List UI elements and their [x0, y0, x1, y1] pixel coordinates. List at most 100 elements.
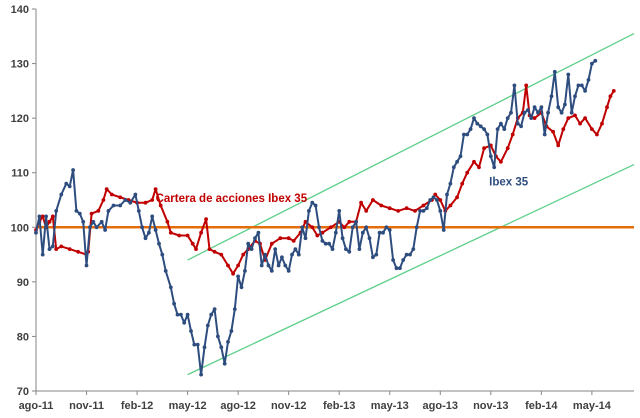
data-point [460, 181, 465, 186]
y-tick-label: 130 [11, 59, 29, 71]
data-point [140, 225, 145, 230]
data-point [286, 269, 291, 273]
data-point [340, 236, 345, 241]
data-point [371, 255, 375, 260]
data-point [563, 102, 567, 107]
x-tick-label: feb-13 [323, 400, 355, 412]
data-point [74, 209, 79, 213]
data-point [77, 211, 82, 216]
data-point [194, 247, 198, 252]
data-point [552, 69, 557, 74]
data-point [478, 124, 483, 129]
data-point [283, 263, 288, 268]
annotation-labels: Cartera de acciones Ibex 35 Ibex 35 [156, 176, 529, 205]
data-point [458, 154, 463, 159]
data-point [561, 127, 566, 131]
x-tick-label: nov-11 [69, 400, 104, 412]
data-point [578, 121, 582, 126]
data-point [462, 132, 466, 137]
data-point [71, 168, 75, 172]
data-point [236, 274, 241, 279]
data-point [428, 198, 433, 202]
data-point [204, 217, 209, 222]
data-point [241, 252, 246, 257]
data-point [168, 285, 173, 290]
data-point [50, 214, 55, 219]
data-point [605, 105, 609, 110]
data-point [559, 110, 564, 115]
data-point [396, 209, 401, 213]
data-point [342, 225, 347, 230]
data-point [556, 105, 561, 110]
data-point [128, 200, 133, 205]
data-point [106, 209, 111, 213]
data-point [431, 195, 436, 200]
data-point [229, 329, 234, 333]
y-tick-label: 80 [17, 331, 29, 343]
data-point [590, 61, 594, 66]
data-point [307, 209, 311, 213]
y-tick-label: 140 [11, 4, 29, 16]
data-point [330, 247, 335, 252]
x-tick-label: nov-12 [271, 400, 306, 412]
data-point [515, 121, 520, 126]
data-point [438, 198, 443, 202]
data-point [205, 323, 210, 328]
data-point [47, 219, 52, 224]
data-point [189, 329, 193, 333]
data-point [202, 345, 207, 350]
data-point [219, 345, 224, 350]
data-point [595, 132, 599, 137]
data-point [190, 241, 195, 246]
data-point [153, 187, 158, 192]
data-point [377, 230, 382, 235]
data-point [88, 225, 92, 230]
data-point [123, 198, 128, 202]
y-tick-label: 120 [11, 113, 29, 125]
data-point [408, 252, 412, 257]
data-point [465, 170, 470, 175]
data-point [195, 342, 200, 347]
data-point [207, 247, 212, 252]
data-point [608, 94, 613, 99]
data-point [239, 285, 244, 290]
data-point [291, 239, 296, 243]
data-point [165, 219, 170, 224]
data-point [147, 230, 151, 235]
data-point [505, 116, 510, 120]
data-point [222, 361, 227, 366]
data-point [475, 121, 480, 126]
data-point [179, 312, 183, 317]
data-point [522, 110, 527, 115]
data-point [212, 307, 217, 311]
data-point [99, 219, 104, 224]
data-point [573, 113, 577, 118]
data-point [209, 312, 214, 317]
data-point [118, 195, 123, 200]
data-point [226, 340, 230, 344]
data-point [236, 263, 241, 268]
data-point [495, 127, 500, 131]
data-point [433, 192, 438, 197]
data-point [455, 159, 459, 164]
data-point [398, 266, 402, 271]
data-point [303, 236, 308, 241]
x-tick-label: feb-14 [525, 400, 558, 412]
data-point [96, 209, 101, 213]
data-point [320, 239, 325, 243]
data-point [583, 89, 587, 93]
data-point [269, 269, 274, 273]
data-point [172, 301, 177, 306]
data-point [94, 225, 99, 230]
data-point [136, 209, 141, 213]
data-point [219, 252, 224, 257]
data-point [347, 219, 352, 224]
data-point [269, 241, 274, 246]
data-point [59, 192, 64, 197]
data-point [296, 252, 301, 257]
data-point [488, 154, 493, 159]
data-point [143, 200, 148, 205]
data-point [529, 116, 534, 120]
